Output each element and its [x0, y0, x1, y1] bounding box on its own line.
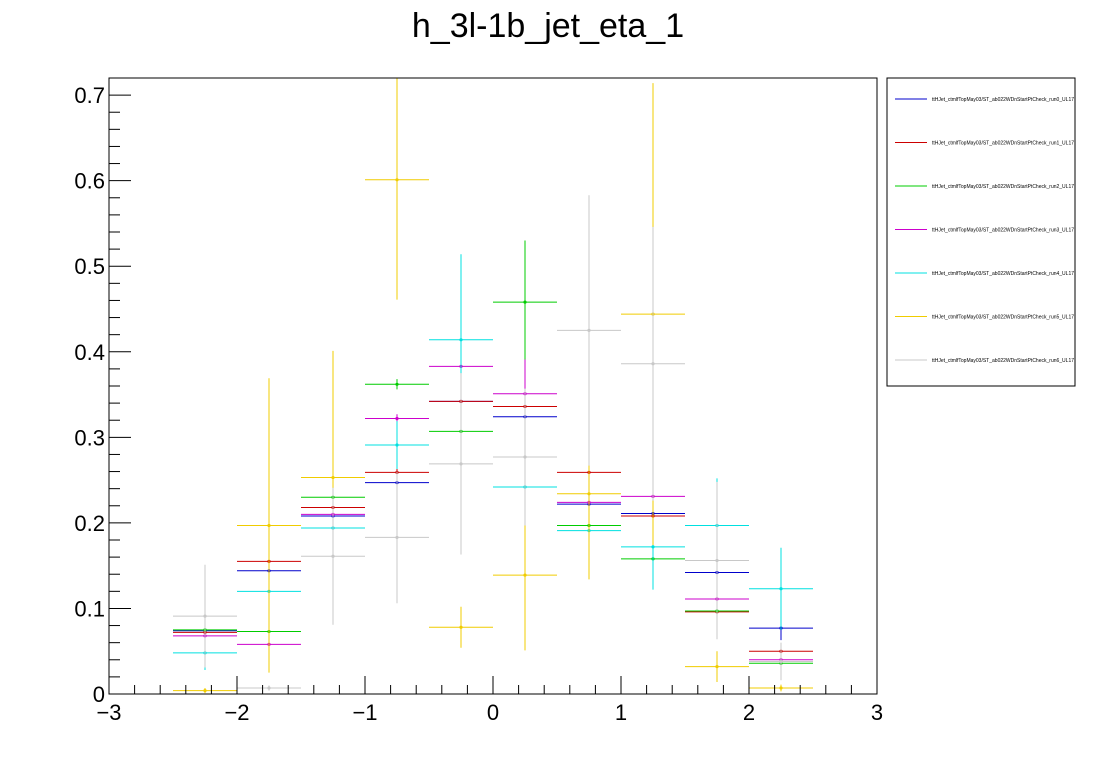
y-tick-label: 0.1 [74, 596, 105, 621]
y-tick-label: 0.2 [74, 511, 105, 536]
legend: ttHJet_ctmlfTopMay03/ST_ab022WDnStartPtC… [886, 77, 1076, 387]
data-point [459, 462, 463, 466]
legend-label: ttHJet_ctmlfTopMay03/ST_ab022WDnStartPtC… [932, 271, 1074, 277]
x-tick-label: 2 [743, 700, 755, 725]
legend-label: ttHJet_ctmlfTopMay03/ST_ab022WDnStartPtC… [932, 184, 1074, 190]
data-point [779, 587, 783, 591]
x-tick-label: 3 [871, 700, 883, 725]
data-point [779, 659, 783, 664]
data-point [651, 545, 655, 549]
y-tick-label: 0.4 [74, 340, 105, 365]
data-point [395, 382, 399, 386]
x-tick-label: −3 [96, 700, 121, 725]
data-point [523, 455, 527, 459]
data-point [267, 686, 271, 690]
data-point [587, 328, 591, 332]
x-tick-label: 1 [615, 700, 627, 725]
legend-entry: ttHJet_ctmlfTopMay03/ST_ab022WDnStartPtC… [895, 141, 1074, 147]
axes-layer: −3 −2 −1 0 1 2 3 0 0.1 0.2 0.3 0.4 0.5 0.6 0.7 [74, 77, 883, 725]
x-tick-label: 0 [487, 700, 499, 725]
y-tick-label: 0.3 [74, 425, 105, 450]
series-6 [173, 195, 813, 691]
data-point [523, 573, 527, 577]
data-point [395, 416, 399, 421]
data-point [523, 300, 527, 304]
data-point [651, 362, 655, 366]
series-layer [173, 78, 813, 694]
data-point [331, 554, 335, 558]
data-point [395, 443, 399, 447]
data-point [203, 688, 207, 693]
data-point [715, 665, 719, 669]
legend-entry: ttHJet_ctmlfTopMay03/ST_ab022WDnStartPtC… [895, 315, 1074, 321]
data-point [715, 558, 719, 563]
x-tick-label: −1 [352, 700, 377, 725]
data-point [395, 178, 399, 182]
data-point [267, 523, 271, 528]
y-tick-label: 0.5 [74, 254, 105, 279]
legend-entry: ttHJet_ctmlfTopMay03/ST_ab022WDnStartPtC… [895, 184, 1074, 190]
legend-label: ttHJet_ctmlfTopMay03/ST_ab022WDnStartPtC… [932, 97, 1074, 103]
legend-entry: ttHJet_ctmlfTopMay03/ST_ab022WDnStartPtC… [895, 228, 1074, 234]
y-tick-label: 0 [93, 682, 105, 707]
data-point [331, 475, 335, 480]
legend-label: ttHJet_ctmlfTopMay03/ST_ab022WDnStartPtC… [932, 358, 1074, 364]
y-tick-label: 0.7 [74, 83, 105, 108]
legend-label: ttHJet_ctmlfTopMay03/ST_ab022WDnStartPtC… [932, 228, 1074, 234]
legend-entry: ttHJet_ctmlfTopMay03/ST_ab022WDnStartPtC… [895, 97, 1074, 103]
data-point [779, 686, 783, 690]
data-point [203, 614, 207, 618]
x-tick-label: −2 [224, 700, 249, 725]
legend-entry: ttHJet_ctmlfTopMay03/ST_ab022WDnStartPtC… [895, 358, 1074, 364]
y-tick-label: 0.6 [74, 169, 105, 194]
chart-title: h_3l-1b_jet_eta_1 [412, 7, 684, 45]
data-point [395, 535, 399, 540]
legend-box [886, 77, 1076, 387]
data-point [459, 338, 463, 342]
legend-label: ttHJet_ctmlfTopMay03/ST_ab022WDnStartPtC… [932, 141, 1074, 147]
data-point [587, 492, 591, 496]
data-point [459, 625, 463, 629]
legend-label: ttHJet_ctmlfTopMay03/ST_ab022WDnStartPtC… [932, 315, 1074, 321]
legend-entry: ttHJet_ctmlfTopMay03/ST_ab022WDnStartPtC… [895, 271, 1074, 277]
